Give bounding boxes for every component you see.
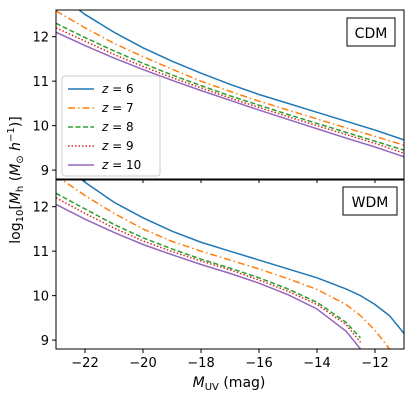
- legend-label: z = 6: [101, 82, 134, 96]
- cdm-panel: 9 10 11 12 CDM z = 6 z = 7 z = 8 z = 9 z = 10: [32, 9, 405, 183]
- cdm-y-tick-label: 12: [32, 31, 49, 46]
- wdm-x-tick-label: −18: [187, 356, 214, 371]
- wdm-series-line: [56, 197, 362, 343]
- legend-label: z = 10: [101, 158, 141, 172]
- cdm-panel-label: CDM: [346, 17, 396, 47]
- wdm-y-tick-label: 10: [32, 290, 49, 305]
- wdm-x-tick-label: −20: [129, 356, 156, 371]
- cdm-y-tick-label: 11: [32, 75, 49, 90]
- cdm-series-line: [77, 10, 404, 141]
- wdm-y-ticks: 9 10 11 12: [32, 201, 56, 349]
- wdm-panel-label: WDM: [342, 186, 398, 216]
- legend-label: z = 8: [101, 120, 134, 134]
- wdm-lines: [56, 180, 404, 349]
- wdm-y-tick-label: 9: [41, 334, 49, 349]
- legend-box: [61, 75, 161, 177]
- wdm-x-tick-label: −14: [303, 356, 330, 371]
- cdm-y-tick-label: 10: [32, 120, 49, 135]
- wdm-y-tick-label: 12: [32, 201, 49, 216]
- x-axis-label: MUV (mag): [193, 375, 266, 393]
- cdm-y-tick-label: 9: [41, 164, 49, 179]
- wdm-series-line: [56, 192, 362, 339]
- wdm-x-tick-label: −22: [71, 356, 98, 371]
- cdm-series-line: [56, 10, 404, 146]
- wdm-x-tick-label: −16: [245, 356, 272, 371]
- cdm-label-text: CDM: [355, 26, 388, 42]
- y-axis-label: log10[Mh (M⊙ h−1)]: [6, 116, 26, 243]
- legend-label: z = 7: [101, 101, 134, 115]
- wdm-series-line: [56, 203, 362, 349]
- wdm-panel: 9 10 11 12 −22 −20 −18 −16 −14 −12 WDM: [32, 179, 405, 371]
- cdm-axes-frame: [55, 9, 405, 180]
- cdm-lines: [56, 10, 404, 158]
- legend-label: z = 9: [101, 139, 134, 153]
- cdm-series-line: [56, 31, 404, 158]
- wdm-label-text: WDM: [352, 195, 389, 211]
- wdm-series-line: [80, 180, 404, 334]
- wdm-series-line: [61, 180, 391, 349]
- wdm-axes-frame: [55, 179, 405, 350]
- cdm-series-line: [56, 27, 404, 154]
- cdm-series-line: [56, 22, 404, 151]
- wdm-x-ticks: −22 −20 −18 −16 −14 −12: [71, 349, 389, 371]
- legend: z = 6 z = 7 z = 8 z = 9 z = 10: [61, 75, 161, 177]
- wdm-y-tick-label: 11: [32, 245, 49, 260]
- wdm-x-tick-label: −12: [361, 356, 388, 371]
- cdm-y-ticks: 9 10 11 12: [32, 31, 56, 179]
